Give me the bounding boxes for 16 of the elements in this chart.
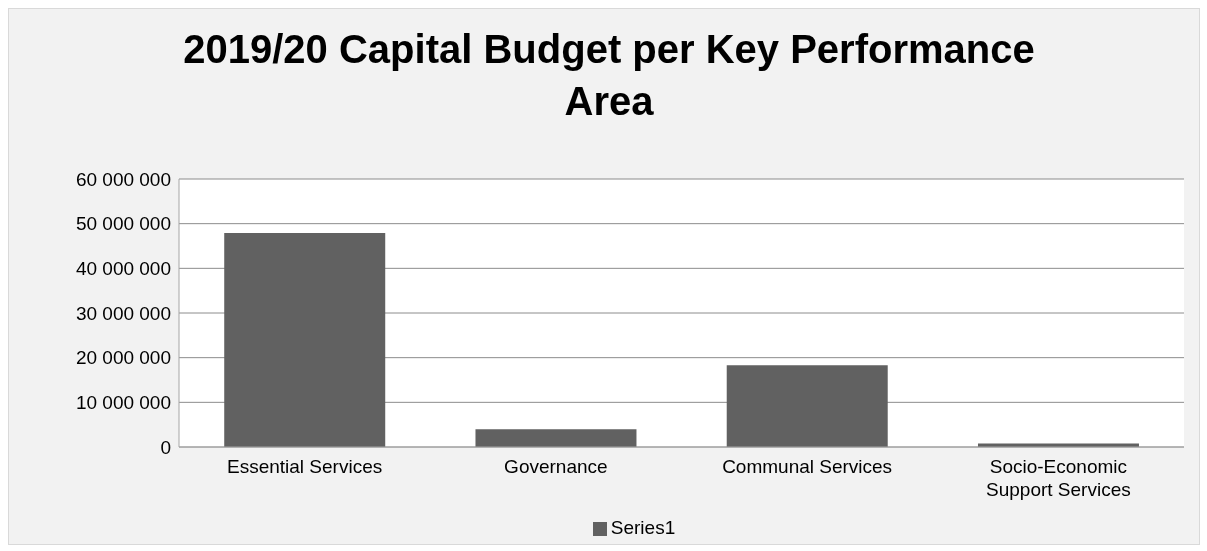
chart-title: 2019/20 Capital Budget per Key Performance Area xyxy=(182,26,1036,125)
x-tick-label: Communal Services xyxy=(722,456,893,477)
bar xyxy=(224,233,386,447)
y-tick-label: 60 000 000 xyxy=(75,168,171,190)
x-tick-label: Socio-Economic Support Services xyxy=(986,456,1131,500)
y-tick-label: 20 000 000 xyxy=(75,347,171,369)
y-tick-label: 0 xyxy=(160,436,171,458)
bar xyxy=(475,429,637,447)
x-tick-label: Governance xyxy=(504,456,608,477)
y-tick-label: 10 000 000 xyxy=(75,392,171,414)
bar xyxy=(726,365,888,447)
y-tick-label: 40 000 000 xyxy=(75,258,171,280)
y-tick-label: 50 000 000 xyxy=(75,213,171,235)
x-tick-label: Essential Services xyxy=(227,456,383,477)
legend-label: Series1 xyxy=(610,517,676,538)
y-tick-label: 30 000 000 xyxy=(75,302,171,324)
